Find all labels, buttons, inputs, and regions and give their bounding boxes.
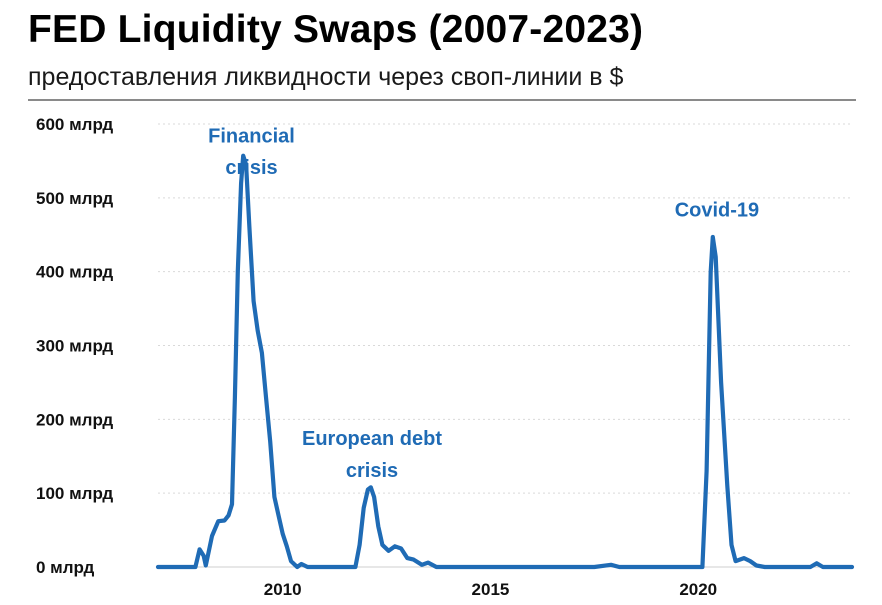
series-line-0: [155, 153, 855, 570]
annotation-label: crisis: [346, 460, 398, 482]
y-tick-label: 600 млрд: [36, 115, 113, 134]
y-tick-label: 100 млрд: [36, 484, 113, 503]
x-tick-label: 2020: [679, 580, 717, 599]
x-axis-tick-labels: 2010 2015 2020: [264, 580, 717, 599]
series-group: [155, 153, 855, 570]
title-divider: [28, 99, 856, 101]
x-tick-label: 2015: [472, 580, 510, 599]
chart-title: FED Liquidity Swaps (2007-2023): [28, 8, 644, 51]
x-tick-label: 2010: [264, 580, 302, 599]
y-tick-label: 0 млрд: [36, 558, 95, 577]
annotation-label: Financial: [208, 125, 295, 147]
y-axis-tick-labels: 0 млрд 100 млрд 200 млрд 300 млрд 400 млрд 50…: [36, 115, 113, 577]
chart-subtitle: предоставления ликвидности через своп-ли…: [28, 63, 624, 91]
grid-lines: [158, 123, 852, 568]
y-tick-label: 200 млрд: [36, 410, 113, 429]
y-tick-label: 300 млрд: [36, 337, 113, 356]
y-tick-label: 400 млрд: [36, 263, 113, 282]
annotation-label: crisis: [225, 157, 277, 179]
annotation-label: European debt: [302, 428, 442, 450]
annotations: Financial crisis European debt crisis Covid-…: [208, 125, 759, 481]
y-tick-label: 500 млрд: [36, 189, 113, 208]
annotation-label: Covid-19: [675, 199, 759, 221]
